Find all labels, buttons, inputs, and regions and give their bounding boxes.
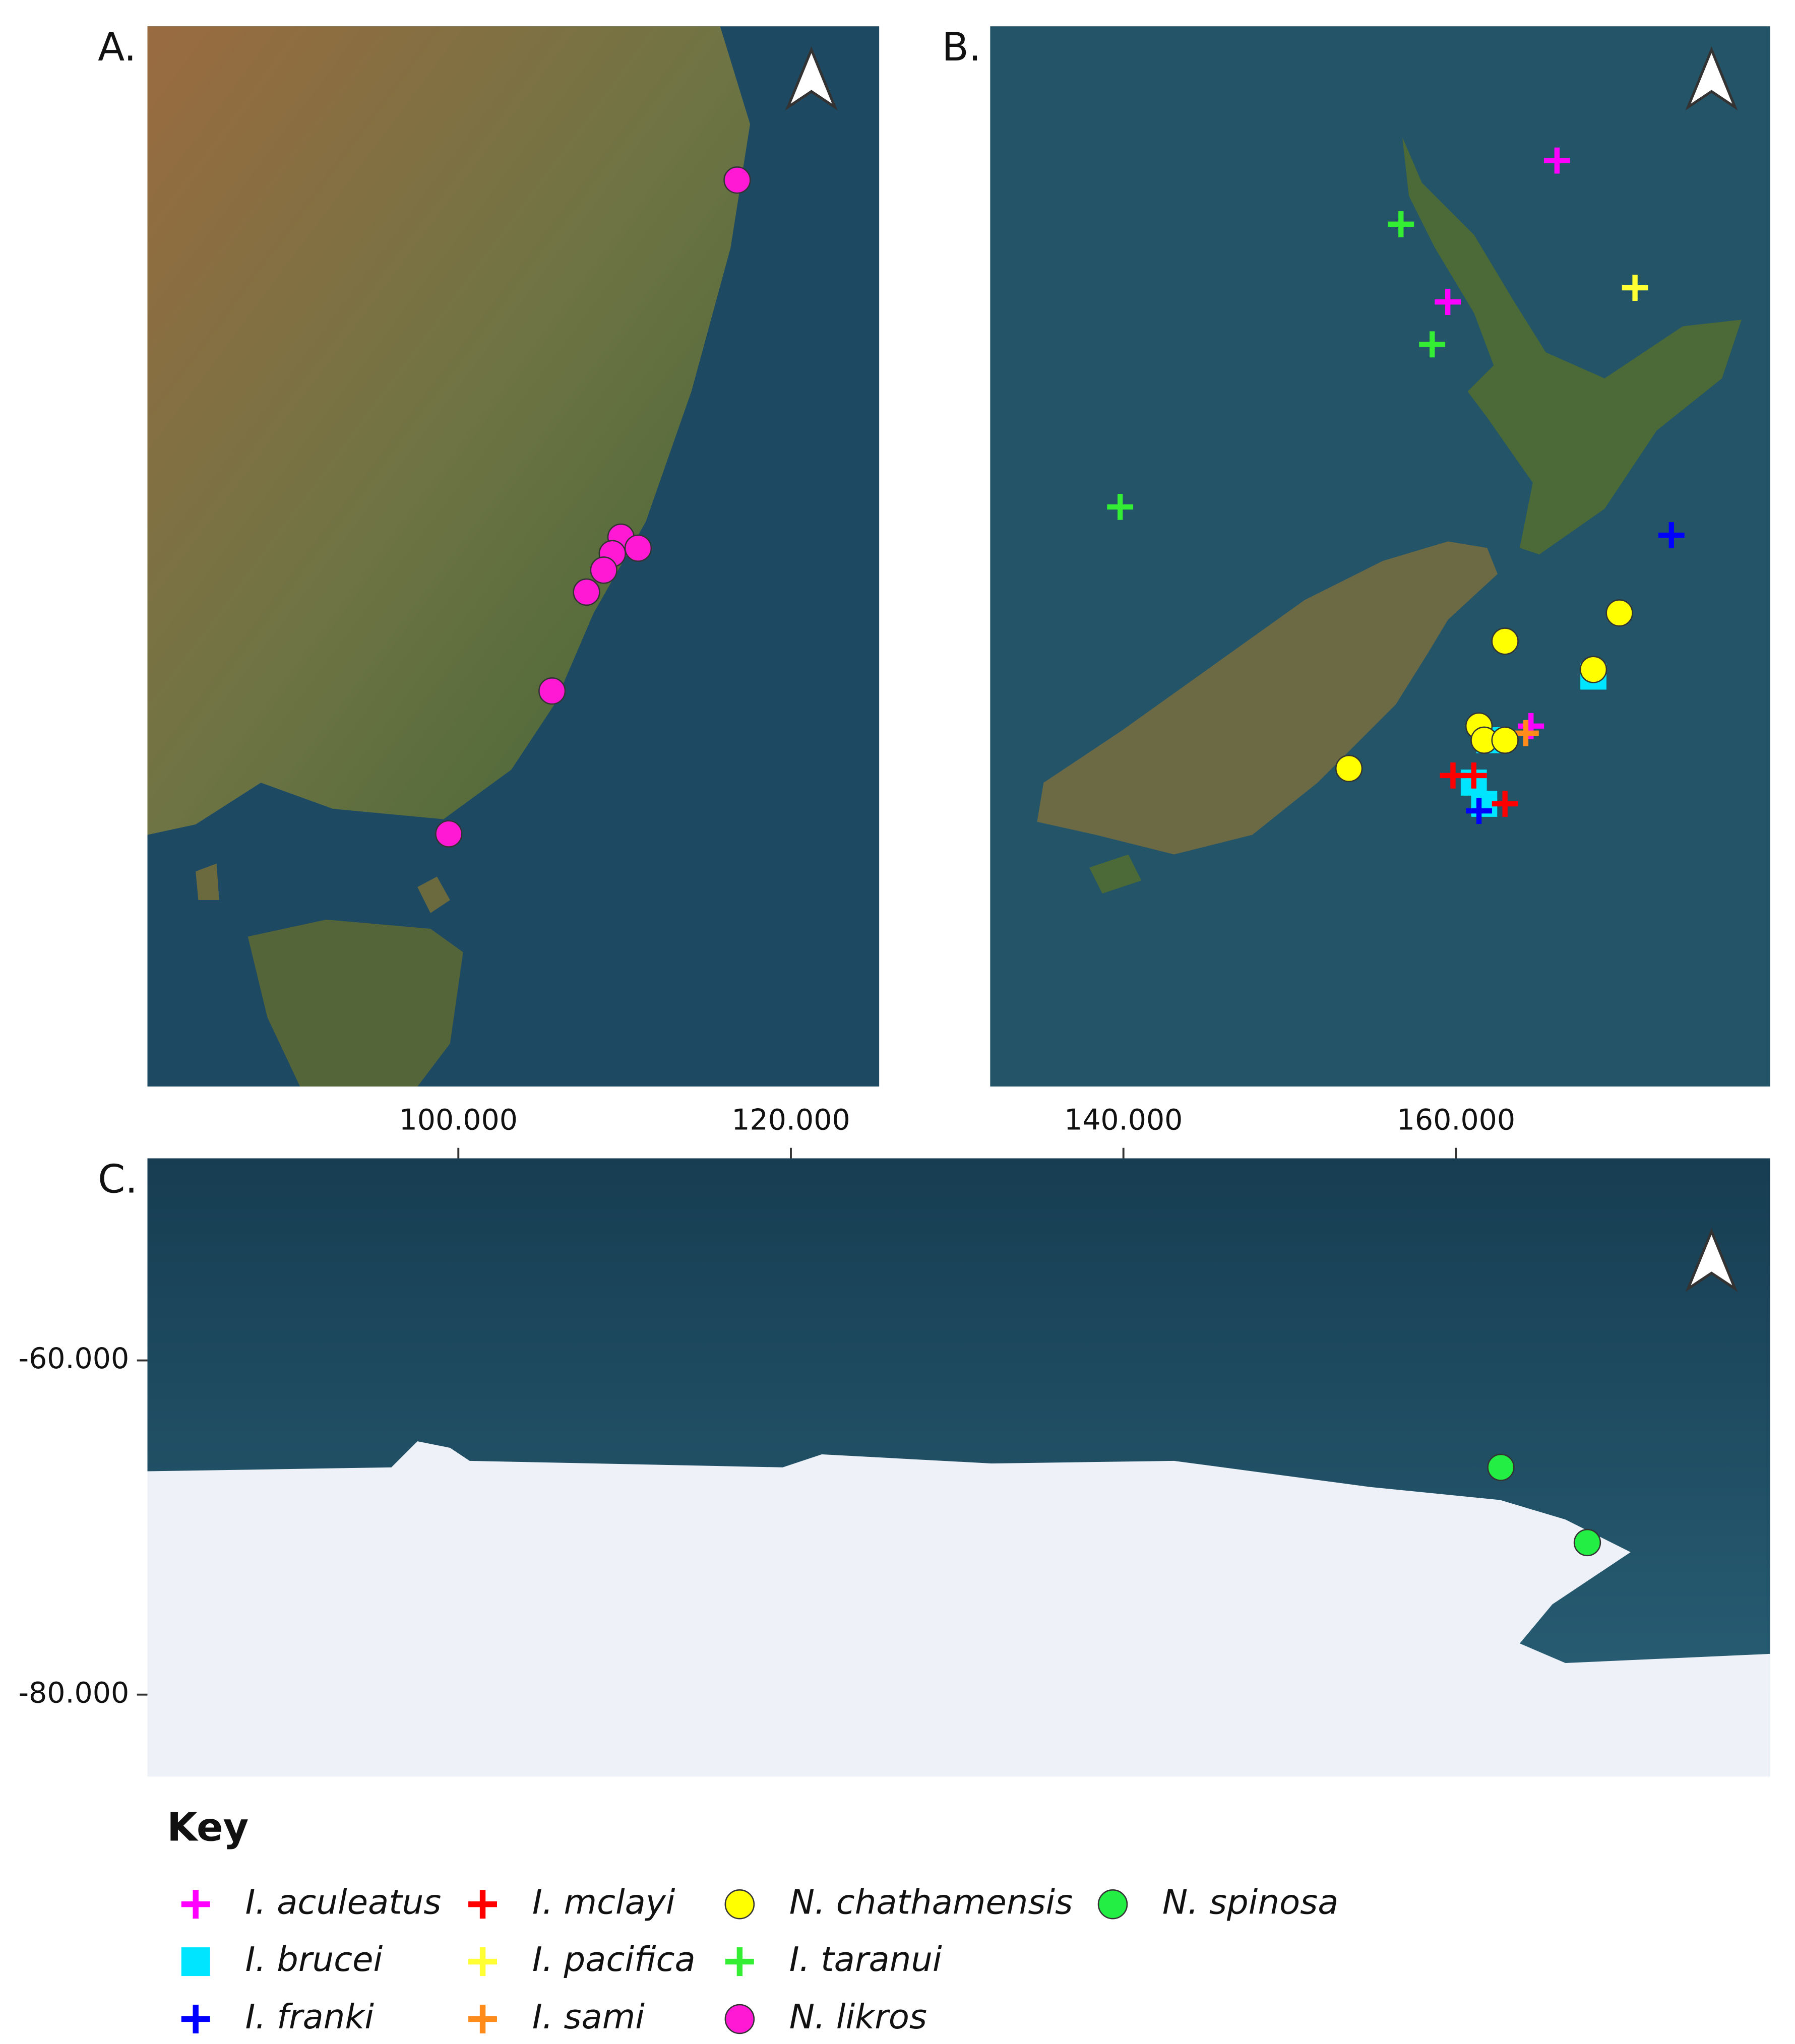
y-tick-label: -60.000: [18, 1342, 129, 1375]
legend-symbol: [468, 2005, 498, 2033]
legend-label: I. franki: [245, 1997, 375, 2036]
map-c: [147, 1158, 1770, 1777]
legend-label: I. aculeatus: [245, 1882, 442, 1922]
circle-marker: [590, 556, 617, 584]
circle-marker: [1487, 1453, 1515, 1481]
legend-label: I. pacifica: [532, 1940, 696, 1979]
legend-label: I. brucei: [245, 1940, 383, 1979]
circle-marker: [573, 578, 600, 606]
legend-symbol: [468, 1890, 498, 1919]
y-tick-label: -80.000: [18, 1676, 129, 1709]
map-a: [147, 26, 880, 1087]
map-b: [990, 26, 1770, 1087]
x-tick-label: 120.000: [731, 1104, 850, 1137]
circle-marker: [1335, 754, 1363, 783]
plus-marker: [1622, 275, 1648, 301]
legend-symbol: [725, 1947, 754, 1976]
plus-marker: [1492, 791, 1518, 817]
plus-marker: [1513, 720, 1539, 746]
circle-marker: [723, 166, 751, 194]
plus-marker: [1107, 494, 1134, 520]
plus-marker: [1460, 762, 1487, 789]
circle-marker: [1491, 627, 1519, 655]
plus-marker: [1658, 522, 1685, 548]
circle-marker: [1573, 1528, 1601, 1557]
legend-label: N. likros: [789, 1997, 927, 2036]
circle-marker: [1579, 656, 1607, 683]
circle-marker: [1491, 726, 1519, 754]
panel-label: C.: [98, 1157, 138, 1202]
legend-symbol: [724, 2004, 755, 2034]
north-arrows: [785, 46, 1738, 1293]
x-tick-label: 160.000: [1397, 1104, 1515, 1137]
legend-label: I. mclayi: [532, 1882, 675, 1922]
legend-symbol: [181, 1890, 210, 1919]
panel-label: B.: [942, 25, 981, 70]
legend-label: I. taranui: [789, 1940, 942, 1979]
legend-symbol: [724, 1889, 755, 1920]
circle-marker: [435, 820, 463, 848]
plus-marker: [1435, 289, 1461, 315]
legend-label: N. chathamensis: [789, 1882, 1073, 1922]
legend-symbol: [468, 1947, 498, 1976]
plus-marker: [1543, 147, 1570, 174]
x-tick-label: 140.000: [1064, 1104, 1183, 1137]
legend-label: I. sami: [532, 1997, 645, 2036]
legend-symbol: [181, 1947, 210, 1976]
legend-symbol: [181, 2005, 210, 2033]
plus-marker: [1419, 331, 1446, 358]
plus-marker: [1466, 798, 1492, 824]
legend-title: Key: [167, 1805, 249, 1850]
circle-marker: [624, 534, 652, 562]
x-tick-label: 100.000: [399, 1104, 518, 1137]
circle-marker: [1605, 599, 1633, 627]
plus-marker: [1388, 211, 1414, 237]
panel-label: A.: [98, 25, 136, 70]
legend-label: N. spinosa: [1162, 1882, 1339, 1922]
circle-marker: [538, 677, 566, 705]
legend-symbol: [1097, 1889, 1128, 1920]
